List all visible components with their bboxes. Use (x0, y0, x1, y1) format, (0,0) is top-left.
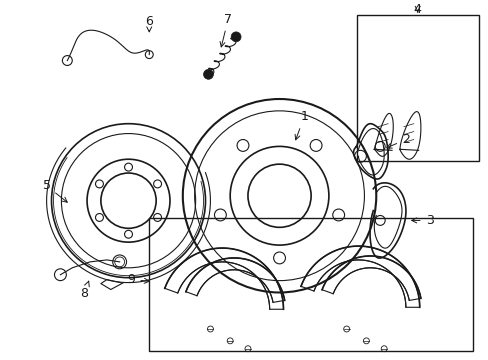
Text: 5: 5 (42, 179, 67, 202)
Circle shape (231, 32, 241, 42)
Text: 6: 6 (145, 14, 153, 32)
Bar (356, 15, 478, 161)
Text: 4: 4 (413, 3, 421, 16)
Text: 1: 1 (294, 110, 307, 140)
Text: 3: 3 (411, 214, 433, 227)
Text: 2: 2 (386, 133, 409, 148)
Text: 9: 9 (127, 273, 149, 286)
Text: 8: 8 (80, 281, 89, 300)
Circle shape (203, 69, 213, 79)
Text: 7: 7 (220, 13, 232, 47)
Bar (149, 219, 472, 351)
